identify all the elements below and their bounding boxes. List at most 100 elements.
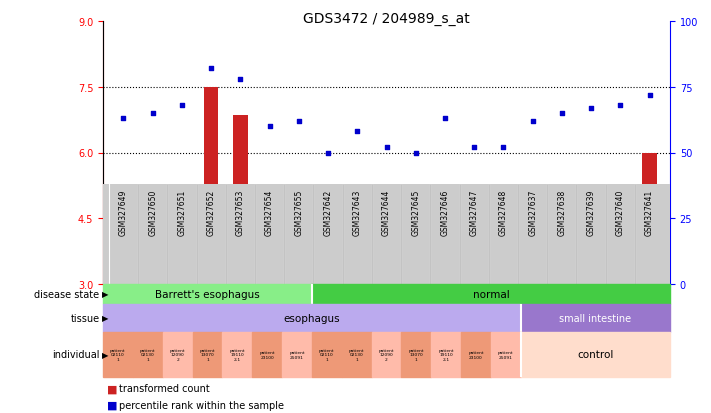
Text: GSM327646: GSM327646 <box>440 190 449 236</box>
Bar <box>312 284 670 304</box>
Text: Barrett's esophagus: Barrett's esophagus <box>155 289 260 299</box>
Text: tissue: tissue <box>70 313 100 323</box>
Bar <box>525 197 540 413</box>
Text: ■: ■ <box>107 400 117 410</box>
Text: patient
02130
1: patient 02130 1 <box>140 348 156 361</box>
Text: control: control <box>577 350 614 360</box>
Text: disease state: disease state <box>34 289 100 299</box>
Bar <box>642 153 657 413</box>
Point <box>322 150 333 157</box>
Text: patient
02130
1: patient 02130 1 <box>349 348 365 361</box>
Text: GSM327641: GSM327641 <box>645 190 654 236</box>
Point <box>439 116 451 122</box>
Point <box>118 116 129 122</box>
Text: patient
02110
1: patient 02110 1 <box>319 348 335 361</box>
Text: GSM327643: GSM327643 <box>353 190 362 236</box>
Text: GSM327645: GSM327645 <box>411 190 420 236</box>
Text: patient
25091: patient 25091 <box>289 350 305 359</box>
Bar <box>163 332 193 377</box>
Text: percentile rank within the sample: percentile rank within the sample <box>119 400 284 410</box>
Text: GSM327644: GSM327644 <box>382 190 391 236</box>
Text: patient
25091: patient 25091 <box>498 350 513 359</box>
Bar <box>372 332 402 377</box>
Text: ▶: ▶ <box>102 290 108 299</box>
Point <box>585 105 597 112</box>
Bar <box>252 332 282 377</box>
Text: ▶: ▶ <box>102 350 108 359</box>
Bar <box>282 332 312 377</box>
Text: GSM327637: GSM327637 <box>528 190 537 236</box>
Text: patient
12090
2: patient 12090 2 <box>379 348 395 361</box>
Bar <box>350 275 365 413</box>
Point <box>410 150 422 157</box>
Bar <box>438 249 452 413</box>
Bar <box>312 332 342 377</box>
Point <box>381 145 392 151</box>
Bar <box>555 216 570 413</box>
Text: patient
02110
1: patient 02110 1 <box>110 348 126 361</box>
Bar <box>262 230 277 413</box>
Text: GSM327640: GSM327640 <box>616 190 625 236</box>
Point <box>556 110 567 117</box>
Text: GSM327650: GSM327650 <box>148 190 157 236</box>
Text: patient
19110
2-1: patient 19110 2-1 <box>230 348 245 361</box>
Text: ▶: ▶ <box>102 314 108 323</box>
Point <box>176 102 188 109</box>
Text: GSM327649: GSM327649 <box>119 190 128 236</box>
Point <box>527 119 538 125</box>
Text: patient
19110
2-1: patient 19110 2-1 <box>439 348 454 361</box>
Bar <box>491 332 520 377</box>
Text: GSM327652: GSM327652 <box>207 190 215 236</box>
Bar <box>520 304 670 332</box>
Bar <box>520 332 670 377</box>
Bar <box>223 332 252 377</box>
Bar <box>584 214 599 413</box>
Text: small intestine: small intestine <box>560 313 631 323</box>
Bar <box>204 88 218 413</box>
Text: GSM327648: GSM327648 <box>499 190 508 236</box>
Point <box>614 102 626 109</box>
Bar <box>496 271 510 413</box>
Text: GSM327651: GSM327651 <box>178 190 186 236</box>
Point <box>351 129 363 135</box>
Point <box>498 145 509 151</box>
Text: patient
12090
2: patient 12090 2 <box>170 348 186 361</box>
Bar <box>432 332 461 377</box>
Text: patient
23100: patient 23100 <box>260 350 275 359</box>
Point <box>293 119 304 125</box>
Point <box>205 66 217 72</box>
Text: GSM327639: GSM327639 <box>587 190 596 236</box>
Text: esophagus: esophagus <box>284 313 340 323</box>
Bar <box>145 234 160 413</box>
Bar <box>233 116 247 413</box>
Text: ■: ■ <box>107 383 117 393</box>
Bar <box>292 230 306 413</box>
Point <box>264 123 275 130</box>
Point <box>469 145 480 151</box>
Point <box>235 76 246 83</box>
Bar <box>408 280 423 413</box>
Bar <box>321 273 336 413</box>
Bar <box>193 332 223 377</box>
Point <box>147 110 159 117</box>
Bar <box>467 273 481 413</box>
Text: patient
13070
1: patient 13070 1 <box>200 348 215 361</box>
Text: GSM327653: GSM327653 <box>236 190 245 236</box>
Text: GSM327642: GSM327642 <box>324 190 333 236</box>
Bar <box>175 214 189 413</box>
Bar <box>613 204 628 413</box>
Text: GSM327655: GSM327655 <box>294 190 304 236</box>
Text: patient
23100: patient 23100 <box>469 350 484 359</box>
Bar <box>103 284 312 304</box>
Point <box>644 92 656 99</box>
Text: GSM327654: GSM327654 <box>265 190 274 236</box>
Bar <box>103 332 133 377</box>
Text: GSM327638: GSM327638 <box>557 190 567 236</box>
Text: normal: normal <box>473 289 509 299</box>
Bar <box>461 332 491 377</box>
Bar <box>402 332 432 377</box>
Bar <box>379 278 394 413</box>
Bar <box>342 332 372 377</box>
Text: GSM327647: GSM327647 <box>470 190 479 236</box>
Text: individual: individual <box>52 350 100 360</box>
